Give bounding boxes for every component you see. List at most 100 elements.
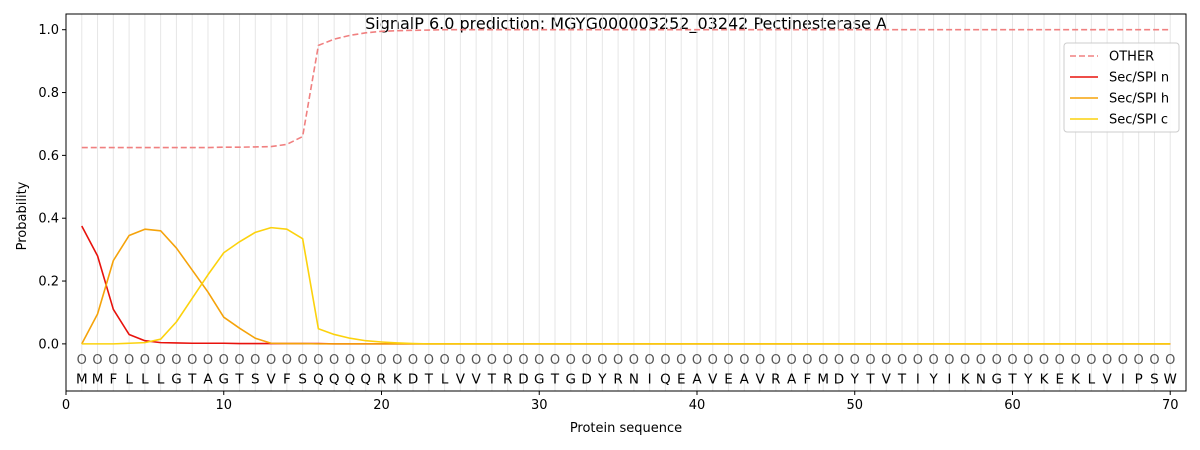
prediction-label: O xyxy=(1149,353,1159,368)
prediction-label: O xyxy=(834,353,844,368)
prediction-label: O xyxy=(723,353,733,368)
sequence-annotations: OMOMOFOLOLOLOGOTOAOGOTOSOVOFOSOQOQOQOQOR… xyxy=(76,353,1177,387)
residue-label: Q xyxy=(329,371,340,387)
prediction-label: O xyxy=(124,353,134,368)
residue-label: F xyxy=(804,371,812,387)
residue-label: E xyxy=(724,371,733,387)
axes: 0 10 20 30 40 50 60 70 0.0 0.2 0.4 0.6 0.8 1.0 xyxy=(38,23,1178,413)
x-tick-label: 40 xyxy=(689,398,706,413)
prediction-label: O xyxy=(708,353,718,368)
x-tick-label: 0 xyxy=(62,398,70,413)
prediction-label: O xyxy=(960,353,970,368)
residue-label: Y xyxy=(850,371,860,387)
prediction-label: O xyxy=(282,353,292,368)
prediction-label: O xyxy=(424,353,434,368)
prediction-label: O xyxy=(976,353,986,368)
series-line-sec-spi-c xyxy=(81,226,1171,345)
plot-area xyxy=(65,13,1187,392)
prediction-label: O xyxy=(518,353,528,368)
y-tick-label: 0.6 xyxy=(38,149,59,164)
prediction-label: O xyxy=(1134,353,1144,368)
prediction-label: O xyxy=(1165,353,1175,368)
residue-label: Y xyxy=(928,371,938,387)
residue-label: Q xyxy=(345,371,356,387)
prediction-label: O xyxy=(156,353,166,368)
residue-label: A xyxy=(740,371,750,387)
residue-label: V xyxy=(882,371,892,387)
y-axis-label: Probability xyxy=(15,181,30,250)
residue-label: S xyxy=(298,371,307,387)
prediction-label: O xyxy=(787,353,797,368)
prediction-label: O xyxy=(471,353,481,368)
prediction-label: O xyxy=(455,353,465,368)
prediction-label: O xyxy=(566,353,576,368)
prediction-label: O xyxy=(250,353,260,368)
prediction-label: O xyxy=(771,353,781,368)
prediction-label: O xyxy=(676,353,686,368)
residue-label: Q xyxy=(660,371,671,387)
residue-label: D xyxy=(518,371,528,387)
residue-label: T xyxy=(897,371,907,387)
residue-label: V xyxy=(1103,371,1113,387)
legend-label: Sec/SPI h xyxy=(1109,92,1169,107)
chart-title: SignalP 6.0 prediction: MGYG000003252_03… xyxy=(365,14,887,34)
prediction-label: O xyxy=(645,353,655,368)
residue-label: E xyxy=(1056,371,1065,387)
residue-label: G xyxy=(534,371,544,387)
prediction-label: O xyxy=(313,353,323,368)
prediction-label: O xyxy=(1007,353,1017,368)
residue-label: R xyxy=(377,371,386,387)
residue-label: G xyxy=(991,371,1001,387)
prediction-label: O xyxy=(581,353,591,368)
legend-label: OTHER xyxy=(1109,50,1154,65)
residue-label: M xyxy=(817,371,829,387)
residue-label: K xyxy=(961,371,971,387)
residue-label: T xyxy=(865,371,875,387)
legend: OTHER Sec/SPI n Sec/SPI h Sec/SPI c xyxy=(1063,42,1180,133)
prediction-label: O xyxy=(550,353,560,368)
x-tick-label: 20 xyxy=(373,398,390,413)
prediction-label: O xyxy=(1086,353,1096,368)
prediction-label: O xyxy=(897,353,907,368)
grid-lines xyxy=(81,14,1171,391)
residue-label: F xyxy=(109,371,117,387)
y-tick-label: 0.8 xyxy=(38,86,59,101)
prediction-label: O xyxy=(345,353,355,368)
residue-label: G xyxy=(171,371,181,387)
residue-label: T xyxy=(1007,371,1017,387)
series-line-sec-spi-h xyxy=(81,228,1171,345)
residue-label: A xyxy=(203,371,213,387)
residue-label: S xyxy=(251,371,260,387)
residue-label: E xyxy=(677,371,686,387)
prediction-label: O xyxy=(1118,353,1128,368)
residue-label: L xyxy=(141,371,149,387)
prediction-label: O xyxy=(739,353,749,368)
x-tick-label: 30 xyxy=(531,398,548,413)
residue-label: L xyxy=(441,371,449,387)
residue-label: K xyxy=(1040,371,1050,387)
prediction-label: O xyxy=(439,353,449,368)
prediction-label: O xyxy=(613,353,623,368)
residue-label: G xyxy=(219,371,229,387)
residue-label: I xyxy=(648,371,652,387)
residue-label: I xyxy=(947,371,951,387)
prediction-label: O xyxy=(1055,353,1065,368)
prediction-label: O xyxy=(361,353,371,368)
residue-label: Y xyxy=(597,371,607,387)
residue-label: K xyxy=(393,371,403,387)
residue-label: D xyxy=(834,371,844,387)
x-tick-label: 70 xyxy=(1162,398,1179,413)
residue-label: V xyxy=(708,371,718,387)
residue-label: R xyxy=(613,371,622,387)
residue-label: L xyxy=(1088,371,1096,387)
residue-label: R xyxy=(503,371,512,387)
y-tick-label: 0.4 xyxy=(38,212,59,227)
prediction-label: O xyxy=(850,353,860,368)
prediction-label: O xyxy=(992,353,1002,368)
residue-label: T xyxy=(234,371,244,387)
prediction-label: O xyxy=(108,353,118,368)
prediction-label: O xyxy=(392,353,402,368)
prediction-label: O xyxy=(692,353,702,368)
prediction-label: O xyxy=(818,353,828,368)
prediction-label: O xyxy=(203,353,213,368)
